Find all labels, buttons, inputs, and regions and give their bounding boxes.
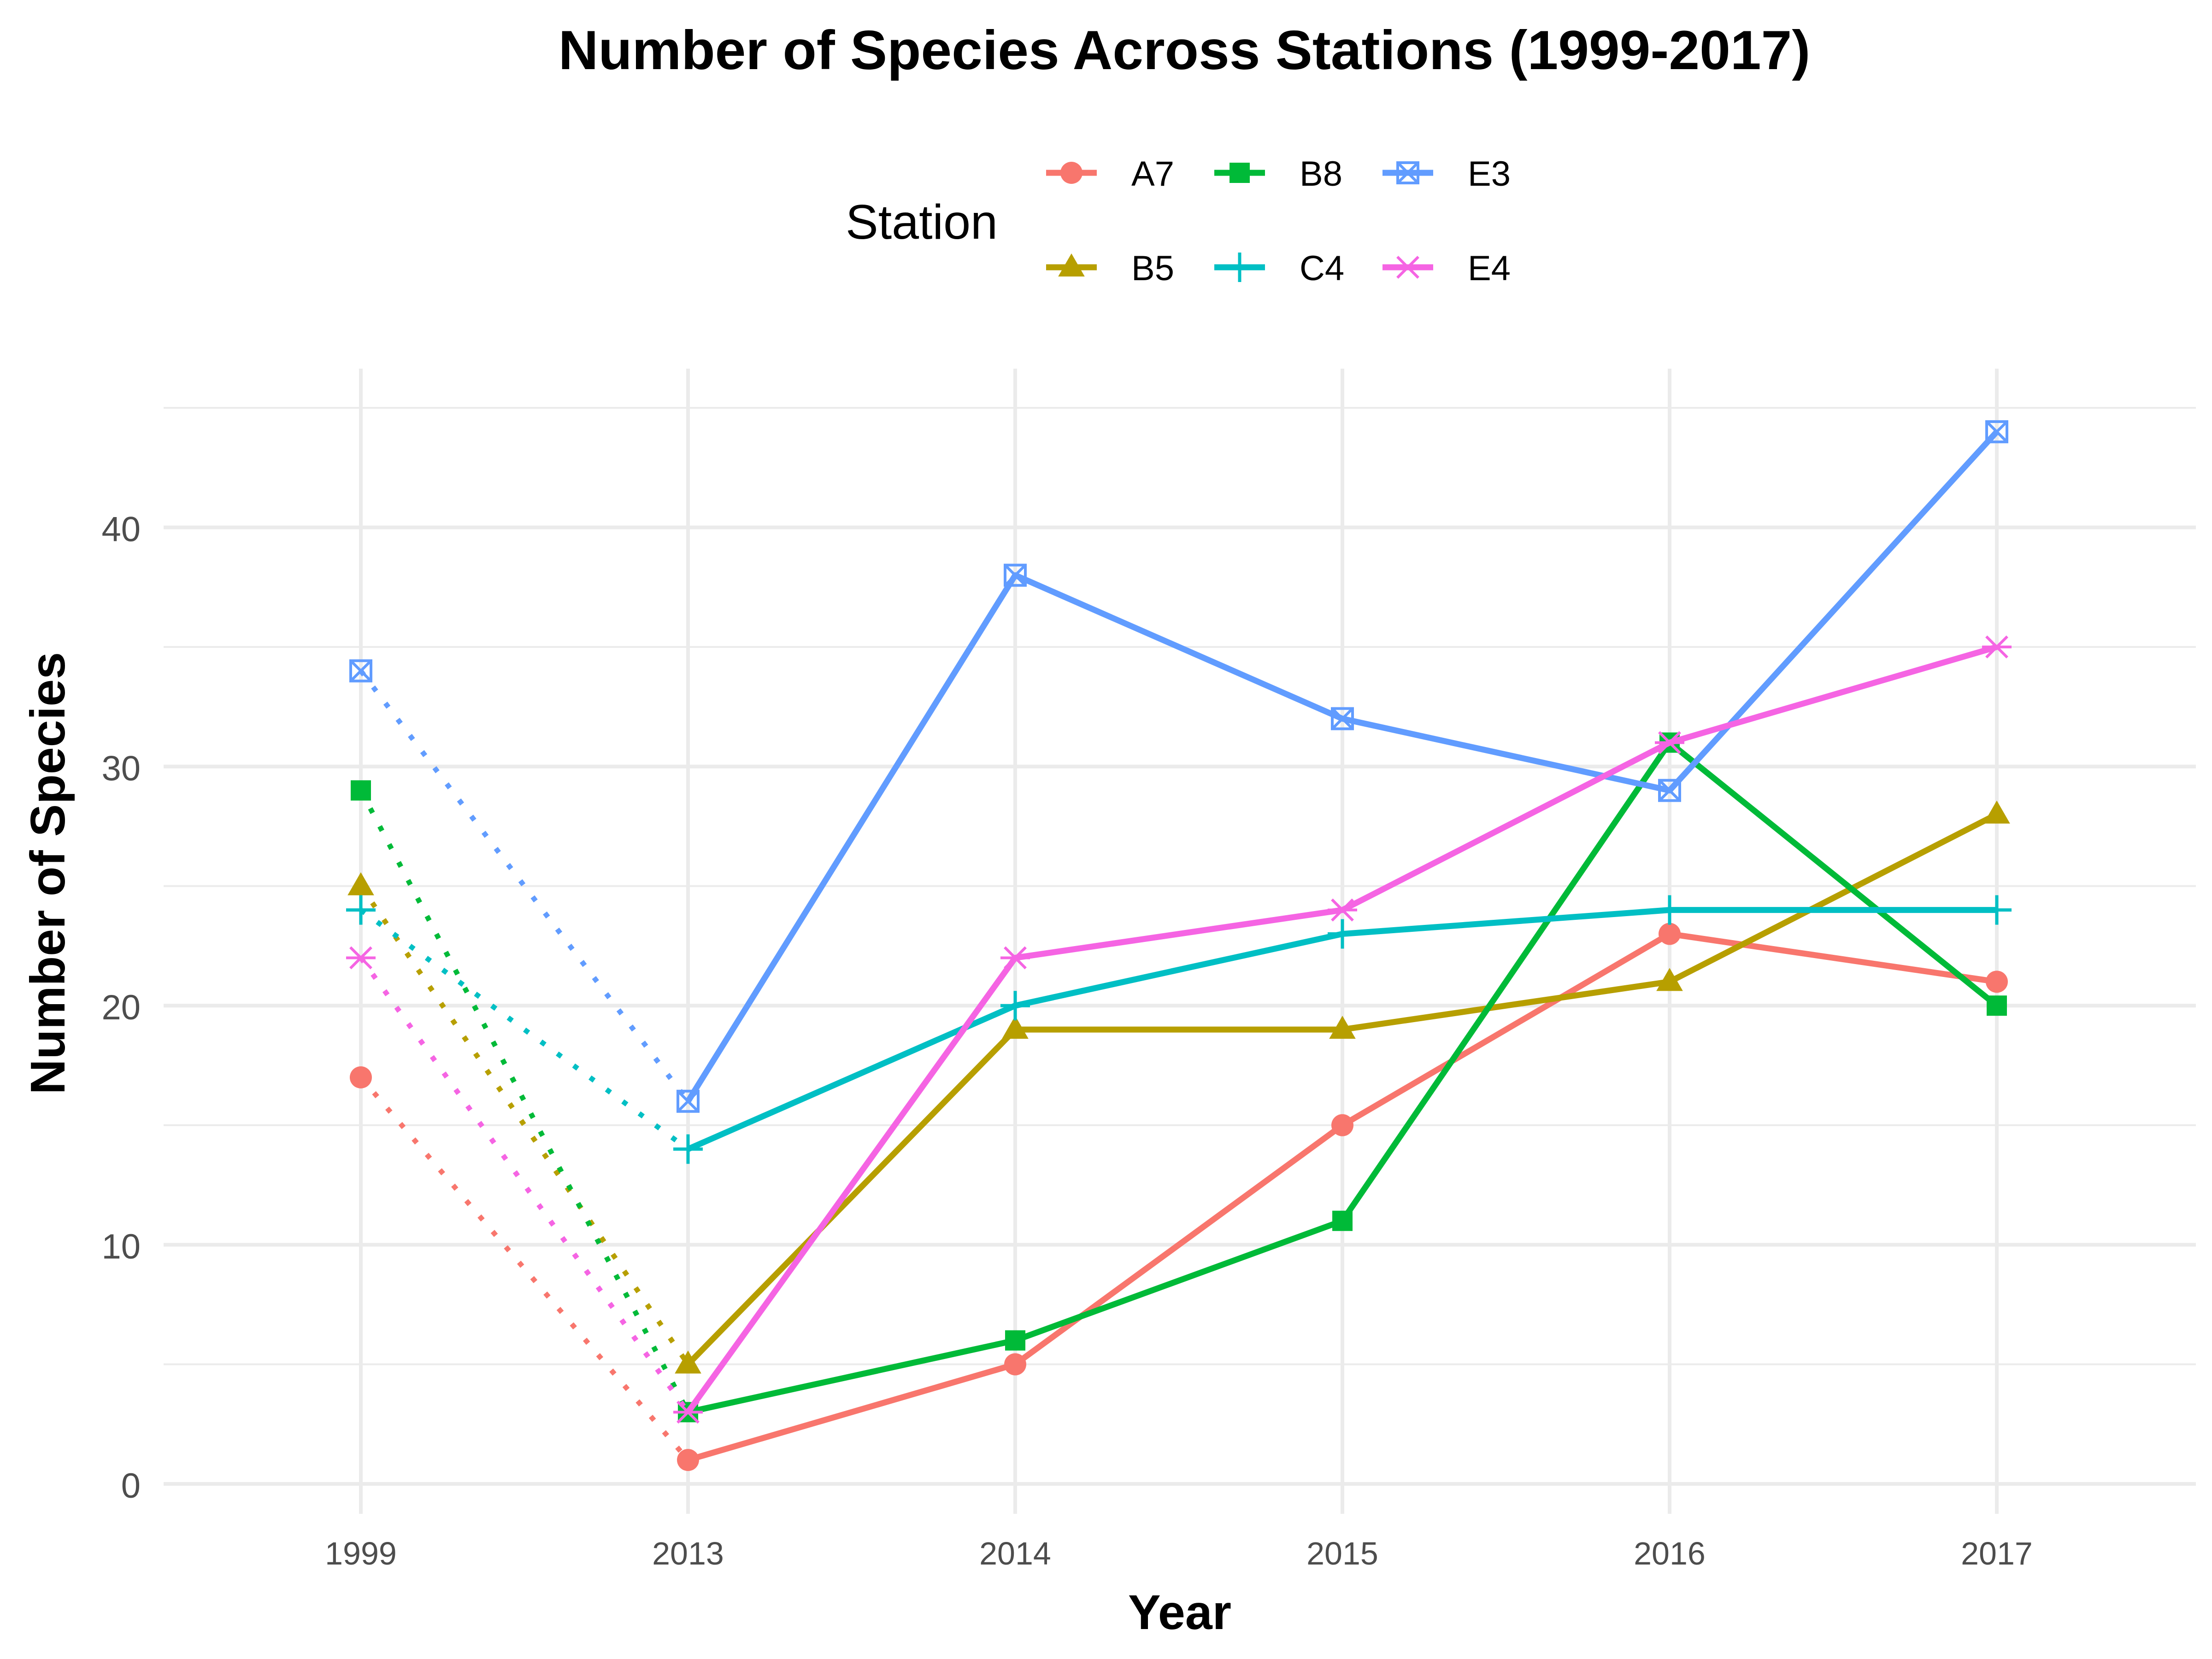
point-marker bbox=[1982, 635, 2012, 659]
point-marker bbox=[346, 946, 376, 970]
point-marker bbox=[675, 1350, 701, 1374]
point-marker bbox=[1328, 919, 1357, 949]
point-marker bbox=[1230, 163, 1250, 183]
point-marker bbox=[1225, 253, 1254, 282]
point-marker bbox=[1393, 256, 1423, 279]
point-marker bbox=[1060, 162, 1082, 184]
x-tick-label: 2017 bbox=[1961, 1535, 2033, 1571]
point-marker bbox=[1983, 800, 2010, 824]
y-tick-label: 10 bbox=[101, 1227, 141, 1266]
legend-label: E4 bbox=[1468, 249, 1511, 288]
point-marker bbox=[1985, 420, 2008, 443]
legend-item-b8: B8 bbox=[1214, 154, 1342, 194]
point-marker bbox=[677, 1089, 700, 1113]
legend-item-e3: E3 bbox=[1382, 154, 1511, 194]
legend-item-a7: A7 bbox=[1046, 154, 1174, 194]
point-marker bbox=[1332, 1211, 1353, 1231]
point-marker bbox=[350, 1066, 372, 1088]
point-marker bbox=[347, 872, 374, 895]
chart-title: Number of Species Across Stations (1999-… bbox=[559, 19, 1811, 81]
legend-label: B8 bbox=[1300, 154, 1342, 194]
legend-label: A7 bbox=[1131, 154, 1174, 194]
point-marker bbox=[1002, 1016, 1029, 1039]
point-marker bbox=[673, 1134, 703, 1164]
point-marker bbox=[1004, 1353, 1026, 1376]
legend-label: B5 bbox=[1131, 249, 1174, 288]
point-marker bbox=[1659, 923, 1681, 945]
point-marker bbox=[346, 895, 376, 925]
point-marker bbox=[1000, 991, 1030, 1021]
series-line-dotted bbox=[359, 956, 690, 1414]
x-tick-label: 1999 bbox=[325, 1535, 397, 1571]
legend: Station A7 B8 E3 B5 C4 E4 bbox=[846, 154, 1511, 288]
series-a7 bbox=[350, 923, 2008, 1471]
y-axis-label: Number of Species bbox=[21, 652, 75, 1094]
x-tick-label: 2013 bbox=[652, 1535, 724, 1571]
legend-item-c4: C4 bbox=[1214, 249, 1344, 288]
point-marker bbox=[1004, 564, 1027, 587]
point-marker bbox=[677, 1449, 699, 1471]
point-marker bbox=[1396, 161, 1419, 184]
series-c4 bbox=[346, 895, 2012, 1164]
x-tick-label: 2015 bbox=[1306, 1535, 1378, 1571]
legend-label: E3 bbox=[1468, 154, 1511, 194]
axes: 0 10 20 30 40 1999 2013 2014 2015 2016 2017 bbox=[101, 510, 2032, 1571]
point-marker bbox=[349, 659, 372, 682]
point-marker bbox=[1987, 995, 2007, 1016]
point-marker bbox=[1658, 779, 1681, 802]
legend-title: Station bbox=[846, 195, 998, 249]
series-line-dotted bbox=[359, 908, 690, 1151]
legend-label: C4 bbox=[1300, 249, 1344, 288]
point-marker bbox=[1328, 898, 1357, 922]
point-marker bbox=[351, 780, 371, 801]
x-axis-label: Year bbox=[1128, 1585, 1231, 1640]
legend-item-b5: B5 bbox=[1046, 249, 1174, 288]
series-e4 bbox=[346, 635, 2012, 1424]
point-marker bbox=[1058, 253, 1085, 276]
series-layer bbox=[346, 420, 2012, 1471]
series-b8 bbox=[351, 732, 2007, 1423]
point-marker bbox=[673, 1400, 703, 1424]
point-marker bbox=[1000, 946, 1030, 970]
point-marker bbox=[1655, 731, 1684, 754]
point-marker bbox=[1982, 895, 2012, 925]
y-tick-label: 20 bbox=[101, 988, 141, 1027]
series-e3 bbox=[349, 420, 2008, 1113]
y-tick-label: 0 bbox=[121, 1466, 141, 1506]
point-marker bbox=[1656, 968, 1683, 991]
series-line-dotted bbox=[359, 669, 690, 1103]
point-marker bbox=[1005, 1330, 1025, 1351]
legend-item-e4: E4 bbox=[1382, 249, 1511, 288]
y-tick-label: 40 bbox=[101, 510, 141, 549]
x-tick-label: 2016 bbox=[1634, 1535, 1706, 1571]
point-marker bbox=[1331, 1114, 1353, 1136]
point-marker bbox=[1331, 707, 1354, 730]
series-b5 bbox=[347, 800, 2010, 1374]
point-marker bbox=[1329, 1016, 1356, 1039]
x-tick-label: 2014 bbox=[979, 1535, 1051, 1571]
y-tick-label: 30 bbox=[101, 749, 141, 788]
gridlines bbox=[164, 369, 2196, 1514]
point-marker bbox=[1986, 971, 2008, 993]
series-line-dotted bbox=[359, 1076, 690, 1462]
point-marker bbox=[1655, 895, 1684, 925]
